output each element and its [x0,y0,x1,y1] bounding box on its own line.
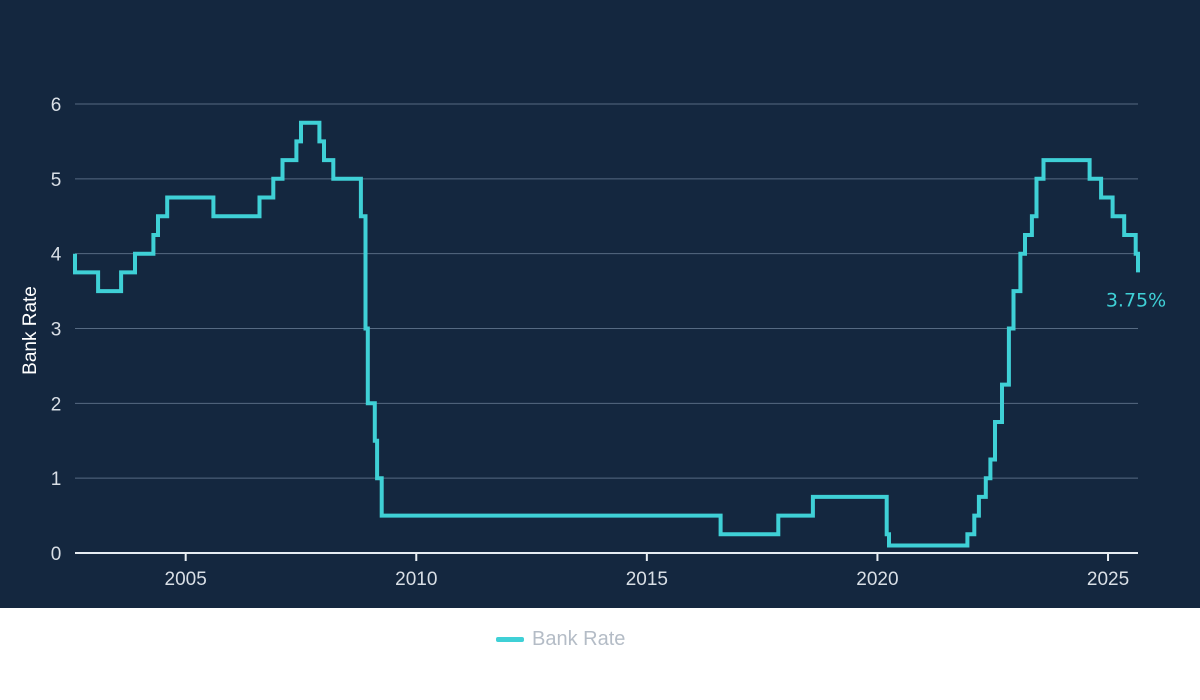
y-axis-title: Bank Rate [20,286,41,375]
y-tick-label-5: 5 [51,170,62,191]
y-tick-label-1: 1 [51,469,62,490]
x-tick-label-2005: 2005 [165,569,207,590]
x-tick-label-2020: 2020 [856,569,898,590]
series-line-bank-rate [73,120,1140,548]
x-tick-label-2010: 2010 [395,569,437,590]
y-tick-label-0: 0 [51,544,62,565]
end-value-label: 3.75% [1106,289,1166,311]
x-tick-label-2015: 2015 [626,569,668,590]
y-tick-label-4: 4 [51,245,62,266]
chart-panel: 0 1 2 3 4 5 6 2005 2010 2015 2020 2025 Bank Rate 3.75… [0,0,1200,608]
bank-rate-chart: 0 1 2 3 4 5 6 2005 2010 2015 2020 2025 Bank Rate 3.75… [20,95,1166,590]
legend-swatch [496,636,524,642]
x-tick-label-2025: 2025 [1087,569,1129,590]
y-tick-label-6: 6 [51,95,62,116]
y-tick-label-2: 2 [51,394,62,415]
legend: Bank Rate [496,626,625,652]
y-tick-label-3: 3 [51,320,62,341]
legend-label-bank-rate[interactable]: Bank Rate [532,627,626,650]
